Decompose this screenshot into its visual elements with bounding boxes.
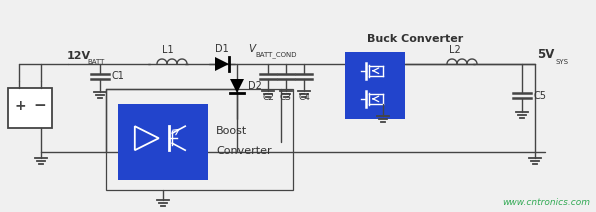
Bar: [345, 52, 405, 119]
Text: BATT_COND: BATT_COND: [255, 51, 296, 58]
Text: C1: C1: [111, 71, 124, 81]
Bar: [118, 104, 208, 180]
Text: D1: D1: [215, 44, 229, 54]
Polygon shape: [230, 79, 244, 93]
Text: 5V: 5V: [537, 48, 554, 61]
Text: V: V: [248, 44, 255, 54]
Bar: [106, 89, 293, 190]
Text: BATT: BATT: [87, 59, 104, 65]
Text: +: +: [14, 99, 26, 113]
Text: 12V: 12V: [67, 51, 91, 61]
Text: L2: L2: [449, 45, 461, 55]
Polygon shape: [215, 57, 229, 71]
Text: Converter: Converter: [216, 146, 272, 156]
Bar: [8, 88, 52, 128]
Text: D2: D2: [248, 81, 262, 91]
Text: Buck Converter: Buck Converter: [367, 34, 463, 44]
Text: C3: C3: [280, 93, 292, 102]
Text: C4: C4: [298, 93, 310, 102]
Text: −: −: [33, 99, 46, 113]
Text: L1: L1: [162, 45, 174, 55]
Text: www.cntronics.com: www.cntronics.com: [502, 198, 590, 207]
Text: C5: C5: [534, 91, 547, 101]
Text: SYS: SYS: [556, 59, 569, 65]
Text: C2: C2: [262, 93, 274, 102]
Text: Boost: Boost: [216, 126, 247, 136]
